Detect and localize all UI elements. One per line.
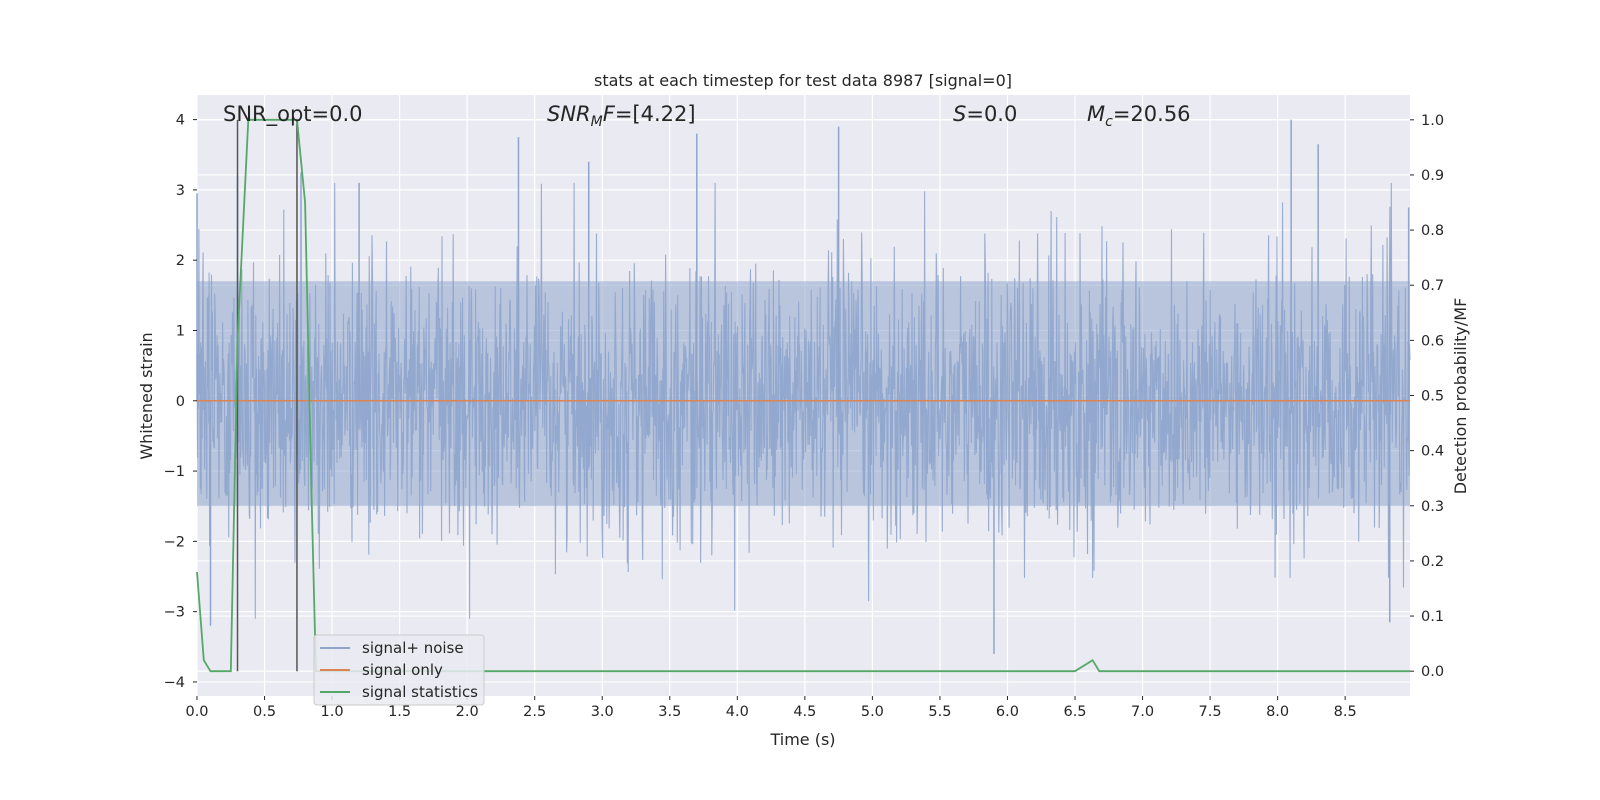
y-tick-label: 4	[176, 113, 185, 129]
annotation-s-value: =0.0	[966, 102, 1017, 126]
annotation-snr-mf: SNRMF=[4.22]	[547, 102, 696, 130]
chart-title: stats at each timestep for test data 898…	[594, 71, 1012, 90]
y-tick-label: −1	[164, 464, 185, 480]
plot-series	[196, 118, 1411, 673]
signal-statistics-line	[196, 118, 1410, 673]
legend-label-signal-only: signal only	[362, 661, 443, 679]
y-right-tick-label: 0.4	[1421, 444, 1444, 460]
x-tick-label: 5.0	[861, 704, 884, 720]
x-tick-label: 4.0	[726, 704, 749, 720]
y-right-tick-label: 0.1	[1421, 609, 1444, 625]
annotation-s: S=0.0	[953, 102, 1017, 126]
x-tick-label: 5.5	[928, 704, 951, 720]
annotation-mc-value: =20.56	[1113, 102, 1191, 126]
legend-label-signal-noise: signal+ noise	[362, 639, 464, 657]
y-right-tick-label: 0.8	[1421, 223, 1444, 239]
annotation-snr-mf-value: =[4.22]	[615, 102, 696, 126]
y-right-tick-label: 0.5	[1421, 389, 1444, 405]
x-tick-label: 2.5	[523, 704, 546, 720]
x-tick-label: 7.5	[1199, 704, 1222, 720]
x-axis-label: Time (s)	[769, 730, 835, 749]
annotation-snr-mf-sub: M	[591, 114, 603, 130]
y-tick-label: −4	[164, 675, 185, 691]
x-tick-label: 0.0	[185, 704, 208, 720]
annotation-s-symbol: S	[953, 102, 966, 126]
y-right-tick-label: 0.3	[1421, 499, 1444, 515]
y-tick-label: 3	[176, 183, 185, 199]
annotation-mc-sub: c	[1105, 114, 1113, 130]
y-right-tick-label: 1.0	[1421, 113, 1444, 129]
y-right-tick-label: 0.2	[1421, 554, 1444, 570]
signal-noise-band	[197, 281, 1410, 507]
x-tick-label: 6.5	[1063, 704, 1086, 720]
x-tick-label: 7.0	[1131, 704, 1154, 720]
x-tick-label: 3.5	[658, 704, 681, 720]
y-axis-right-label: Detection probability/MF	[1451, 298, 1470, 495]
axes: 0.0 0.5 1.0 1.5 2.0 2.5 3.0 3.5 4.0 4.5 5.0 5.5 6.0 6…	[164, 113, 1444, 720]
x-tick-label: 2.0	[456, 704, 479, 720]
y-tick-label: −2	[164, 534, 185, 550]
annotation-mc-symbol: M	[1087, 102, 1105, 126]
x-tick-label: 8.0	[1266, 704, 1289, 720]
x-tick-label: 1.0	[321, 704, 344, 720]
x-tick-label: 1.5	[388, 704, 411, 720]
legend-box	[313, 634, 485, 706]
y-right-tick-label: 0.6	[1421, 333, 1444, 349]
x-tick-label: 3.0	[591, 704, 614, 720]
y-tick-label: 2	[176, 253, 185, 269]
y-right-tick-label: 0.7	[1421, 278, 1444, 294]
annotation-snr-opt: SNR_opt=0.0	[223, 102, 363, 127]
y-right-tick-label: 0.0	[1421, 664, 1444, 680]
y-axis-label: Whitened strain	[137, 332, 156, 459]
legend-label-signal-statistics: signal statistics	[362, 683, 478, 701]
legend: signal+ noise signal only signal statist…	[313, 634, 485, 706]
y-tick-label: 1	[176, 323, 185, 339]
x-tick-label: 0.5	[253, 704, 276, 720]
x-tick-label: 4.5	[793, 704, 816, 720]
y-right-tick-label: 0.9	[1421, 168, 1444, 184]
x-tick-label: 6.0	[996, 704, 1019, 720]
y-tick-label: 0	[176, 394, 185, 410]
annotation-snr-mf-main: SNR	[547, 102, 591, 126]
annotation-mc: Mc=20.56	[1087, 102, 1191, 130]
y-tick-label: −3	[164, 605, 185, 621]
x-tick-label: 8.5	[1334, 704, 1357, 720]
annotation-snr-mf-italic-f: F	[603, 102, 616, 126]
